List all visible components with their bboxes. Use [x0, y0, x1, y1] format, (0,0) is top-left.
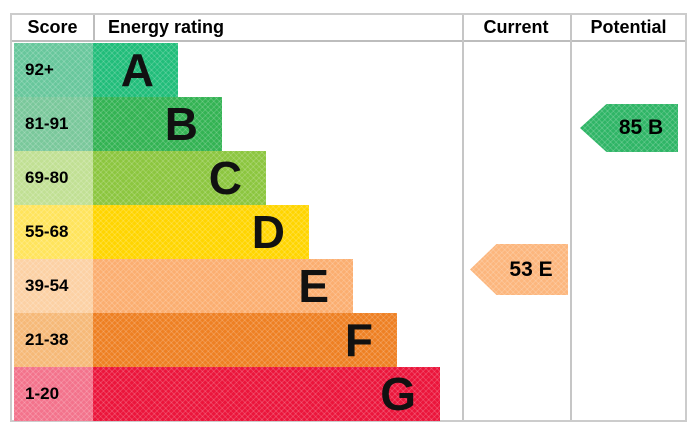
- score-range-label-b: 81-91: [14, 97, 93, 151]
- rating-letter-d: D: [251, 206, 285, 258]
- rating-bar-a: A: [93, 43, 178, 97]
- potential-rating-arrow: 85 B: [580, 104, 678, 152]
- rating-letter-c: C: [208, 152, 242, 204]
- rating-bar-f: F: [93, 313, 397, 367]
- score-range-label-f: 21-38: [14, 313, 93, 367]
- rating-letter-e: E: [298, 260, 329, 312]
- score-range-label-c: 69-80: [14, 151, 93, 205]
- header-row: Score Energy rating Current Potential: [12, 15, 685, 42]
- divider-current-potential: [570, 15, 572, 420]
- rating-letter-a: A: [120, 44, 154, 96]
- header-energy-rating: Energy rating: [108, 17, 225, 37]
- band-row-a: 92+ A: [12, 43, 462, 97]
- rating-bar-g: G: [93, 367, 440, 421]
- rating-letter-g: G: [380, 368, 416, 420]
- current-rating-arrow: 53 E: [470, 244, 568, 295]
- current-rating-value: 53 E: [509, 258, 553, 281]
- rating-letter-b: B: [164, 98, 198, 150]
- band-row-g: 1-20 G: [12, 367, 462, 421]
- band-row-b: 81-91 B: [12, 97, 462, 151]
- header-current: Current: [483, 17, 549, 37]
- header-potential: Potential: [590, 17, 667, 37]
- band-row-f: 21-38 F: [12, 313, 462, 367]
- header-score: Score: [27, 17, 78, 37]
- rating-bar-c: C: [93, 151, 266, 205]
- rating-letter-f: F: [344, 314, 373, 366]
- potential-rating-value: 85 B: [618, 116, 664, 139]
- rating-bar-d: D: [93, 205, 309, 259]
- band-row-e: 39-54 E: [12, 259, 462, 313]
- rating-bar-e: E: [93, 259, 353, 313]
- band-row-d: 55-68 D: [12, 205, 462, 259]
- divider-score-rating: [93, 15, 95, 42]
- score-range-label-g: 1-20: [14, 367, 93, 421]
- score-range-label-e: 39-54: [14, 259, 93, 313]
- divider-rating-current: [462, 15, 464, 420]
- score-range-label-d: 55-68: [14, 205, 93, 259]
- rating-bar-b: B: [93, 97, 222, 151]
- chart-frame: Score Energy rating Current Potential 92…: [10, 13, 687, 422]
- band-row-c: 69-80 C: [12, 151, 462, 205]
- score-range-label-a: 92+: [14, 43, 93, 97]
